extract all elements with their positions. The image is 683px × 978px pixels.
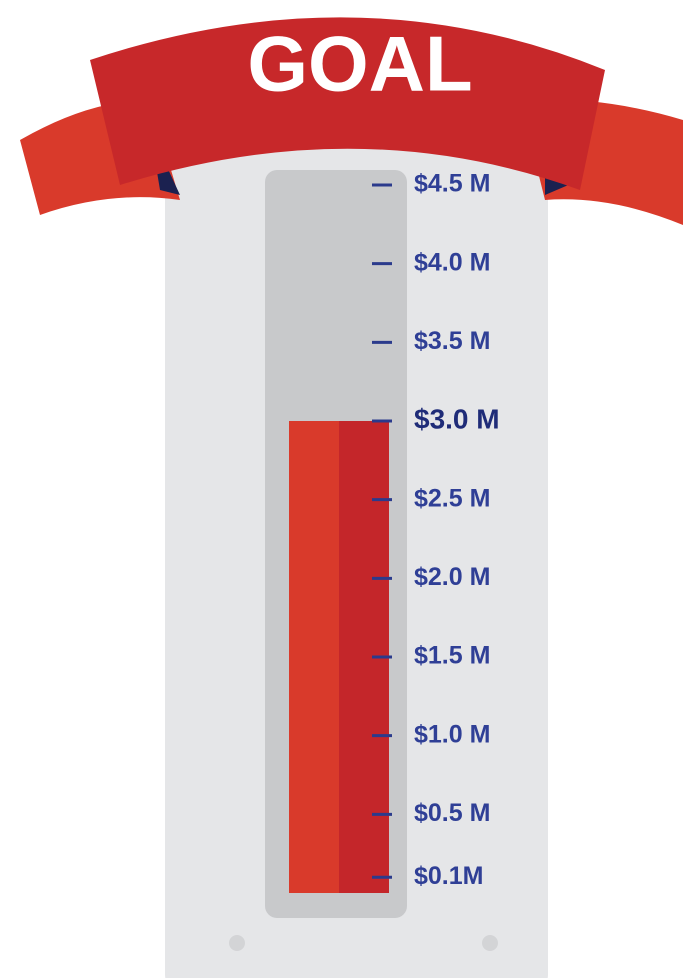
y-tick-label: $0.1M xyxy=(414,862,483,890)
y-tick-label: $2.0 M xyxy=(414,563,490,591)
y-tick-label: $0.5 M xyxy=(414,799,490,827)
screw xyxy=(229,935,245,951)
chart: GOAL $0.1M $0.5 M $1.0 M $1.5 M $2.0 M $2.5 M… xyxy=(0,0,683,978)
y-tick-label: $3.0 M xyxy=(414,403,500,434)
page: GOAL $0.1M $0.5 M $1.0 M $1.5 M $2.0 M $2.5 M… xyxy=(0,0,683,978)
y-tick-label: $3.5 M xyxy=(414,327,490,355)
chart-title: GOAL xyxy=(247,20,472,108)
y-tick-label: $4.5 M xyxy=(414,170,490,198)
y-tick-label: $2.5 M xyxy=(414,484,490,512)
y-tick-label: $1.0 M xyxy=(414,720,490,748)
y-tick-label: $4.0 M xyxy=(414,248,490,276)
y-tick-label: $1.5 M xyxy=(414,642,490,670)
screw xyxy=(482,935,498,951)
